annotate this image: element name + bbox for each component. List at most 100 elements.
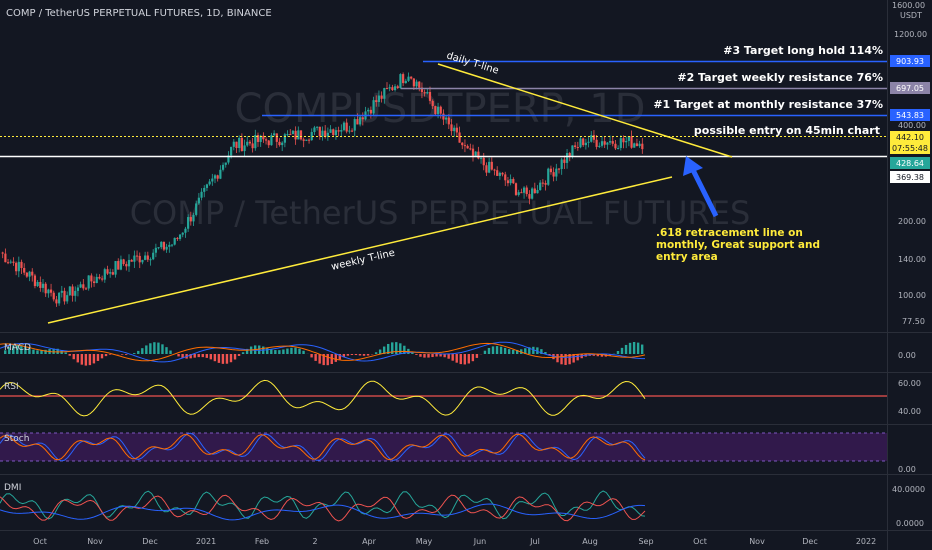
candle-body	[431, 100, 434, 107]
macd-bar	[64, 352, 67, 354]
macd-bar	[338, 354, 342, 360]
macd-bar	[270, 349, 273, 354]
candle-body	[563, 159, 566, 163]
candle-body	[453, 127, 456, 132]
candle-body	[493, 169, 496, 171]
watermark-name: COMP / TetherUS PERPETUAL FUTURES	[130, 194, 751, 232]
candle-body	[60, 290, 63, 293]
candle-body	[275, 133, 278, 142]
macd-bar	[92, 354, 96, 364]
macd-bar	[157, 342, 160, 354]
candle-body	[603, 141, 606, 145]
candle-body	[461, 142, 464, 146]
macd-bar	[217, 354, 221, 363]
time-tick: Feb	[255, 537, 269, 546]
macd-bar	[471, 354, 475, 362]
macd-bar	[294, 347, 297, 354]
candle-body	[49, 289, 53, 293]
candle-body	[106, 269, 109, 274]
rsi-label: RSI	[4, 382, 19, 392]
macd-bar	[225, 354, 229, 364]
macd-signal-line	[0, 342, 646, 362]
macd-bar	[503, 347, 507, 354]
dmi-minus-line	[0, 494, 646, 522]
candle-body	[25, 272, 28, 277]
candle-body	[482, 157, 485, 166]
macd-bar	[322, 354, 325, 366]
candle-body	[324, 130, 327, 137]
time-tick: Oct	[693, 537, 707, 546]
candle-body	[434, 106, 437, 115]
candle-body	[211, 178, 214, 182]
currency-label: USDT	[900, 11, 922, 20]
candle-body	[471, 148, 475, 156]
macd-bar	[572, 354, 575, 363]
candle-body	[555, 168, 558, 177]
macd-bar	[487, 347, 491, 354]
macd-bar	[310, 354, 313, 358]
macd-bar	[624, 344, 628, 354]
candle-body	[380, 95, 383, 99]
macd-bar	[636, 342, 640, 354]
macd-bar	[391, 342, 394, 354]
candle-body	[509, 179, 512, 184]
candle-body	[412, 78, 415, 87]
candle-body	[144, 255, 147, 260]
candle-body	[383, 88, 386, 99]
target2-label: #2 Target weekly resistance 76%	[677, 71, 883, 84]
candle-body	[587, 141, 590, 143]
time-tick: 2	[312, 537, 317, 546]
time-axis[interactable]: Oct Nov Dec 2021 Feb 2 Apr May Jun Jul Aug Sep Oct No…	[33, 537, 876, 546]
dmi-label: DMI	[4, 483, 21, 493]
time-tick: Jul	[529, 537, 540, 546]
candle-body	[15, 262, 18, 272]
candle-body	[31, 271, 34, 276]
macd-bar	[28, 348, 31, 354]
candle-body	[361, 117, 364, 120]
time-tick: Sep	[638, 537, 653, 546]
candle-body	[213, 175, 217, 179]
candle-body	[160, 241, 163, 248]
candle-body	[321, 130, 324, 137]
macd-bar	[181, 354, 184, 359]
candle-body	[192, 214, 195, 222]
candle-body	[221, 164, 225, 170]
macd-label: MACD	[4, 343, 31, 353]
candle-body	[33, 275, 37, 287]
macd-bar	[382, 346, 386, 354]
candle-body	[230, 146, 233, 156]
candle-body	[66, 295, 69, 302]
candle-body	[396, 86, 399, 89]
price-badge: 07:55:48	[892, 144, 928, 153]
candle-body	[262, 135, 265, 140]
candle-body	[533, 188, 536, 194]
candle-body	[576, 146, 579, 148]
candle-body	[286, 134, 289, 136]
candle-body	[415, 81, 418, 87]
macd-bar	[455, 354, 458, 363]
macd-bar	[592, 354, 595, 356]
macd-bar	[511, 349, 515, 354]
candle-body	[278, 141, 281, 146]
macd-bar	[201, 354, 204, 358]
macd-bar	[153, 342, 156, 354]
candle-body	[388, 87, 391, 89]
candle-body	[12, 261, 15, 263]
macd-bar	[209, 354, 213, 360]
macd-bar	[516, 349, 519, 354]
target1-label: #1 Target at monthly resistance 37%	[653, 98, 883, 111]
price-tick: 200.00	[898, 217, 926, 226]
candle-body	[329, 129, 332, 133]
macd-bar	[467, 354, 471, 364]
candle-body	[310, 132, 313, 141]
macd-bar	[475, 354, 479, 358]
candle-body	[195, 203, 198, 215]
candle-body	[283, 134, 286, 143]
candle-body	[98, 276, 101, 279]
macd-bar	[189, 354, 192, 359]
macd-bar	[532, 346, 535, 354]
candle-body	[641, 143, 644, 150]
candle-body	[504, 174, 507, 181]
macd-bar	[205, 354, 208, 358]
candle-body	[608, 141, 612, 143]
